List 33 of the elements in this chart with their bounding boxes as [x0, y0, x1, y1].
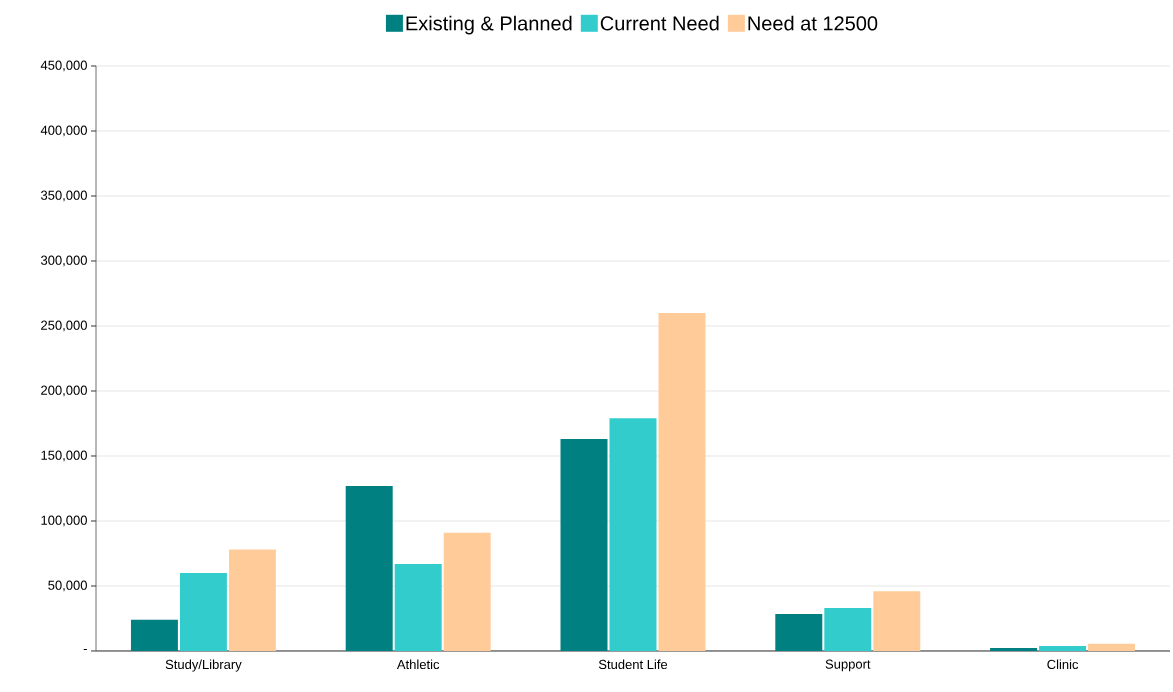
y-tick-label: 350,000	[40, 190, 87, 202]
bar	[1088, 643, 1136, 651]
legend-label: Need at 12500	[748, 15, 878, 31]
bar	[228, 549, 276, 651]
x-tick-label: Clinic	[1047, 659, 1079, 670]
bar	[775, 613, 823, 651]
y-tick-label: 150,000	[41, 450, 87, 462]
bar	[1039, 646, 1087, 651]
x-tick-label: Student Life	[598, 659, 668, 670]
bar	[345, 485, 393, 651]
bar	[990, 648, 1038, 651]
bar	[560, 439, 608, 651]
bar	[609, 418, 657, 651]
y-tick-label: 450,000	[40, 60, 87, 72]
legend-label: Current Need	[600, 15, 719, 31]
y-tick-label: 100,000	[41, 515, 87, 527]
y-tick-label: -	[83, 649, 87, 651]
y-tick-label: 300,000	[40, 255, 87, 267]
bar	[824, 608, 872, 651]
y-tick-label: 250,000	[41, 320, 87, 332]
bar	[443, 532, 491, 651]
y-tick-label: 200,000	[41, 385, 87, 397]
y-tick-label: 400,000	[40, 125, 87, 137]
bar	[179, 572, 227, 651]
bar	[873, 591, 921, 651]
bar	[658, 312, 706, 651]
legend-label: Existing & Planned	[406, 15, 572, 35]
bar	[394, 563, 442, 651]
x-tick-label: Study/Library	[165, 659, 242, 672]
x-tick-label: Athletic	[396, 659, 440, 670]
y-tick-label: 50,000	[48, 580, 87, 592]
x-tick-label: Support	[825, 659, 871, 672]
bar	[130, 619, 178, 651]
